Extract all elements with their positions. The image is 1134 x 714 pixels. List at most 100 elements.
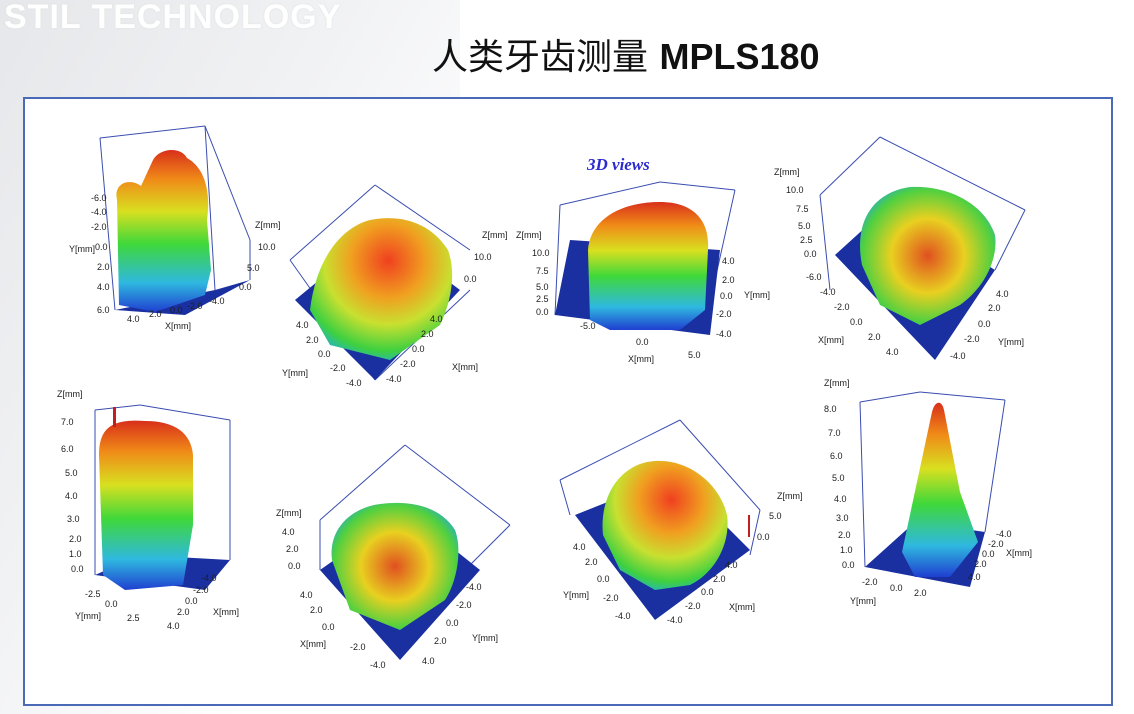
z-tick: 0.0	[804, 249, 817, 259]
tooth-surface	[588, 202, 709, 330]
y-tick: -4.0	[466, 582, 482, 592]
spike-mark	[113, 407, 116, 427]
y-tick: -2.0	[330, 363, 346, 373]
z-tick: 6.0	[830, 451, 843, 461]
x-tick: -2.0	[187, 301, 203, 311]
x-tick: 2.0	[149, 309, 162, 319]
title-model: MPLS180	[659, 36, 820, 77]
z-tick: 0.0	[239, 282, 252, 292]
y-tick: 0.0	[890, 583, 903, 593]
z-tick: 2.5	[800, 235, 813, 245]
axis-box	[819, 136, 1026, 291]
y-tick: -4.0	[615, 611, 631, 621]
y-tick: 2.0	[306, 335, 319, 345]
x-tick: -2.0	[685, 601, 701, 611]
z-tick: 2.0	[838, 530, 851, 540]
z-tick: 4.0	[282, 527, 295, 537]
y-tick: -2.0	[716, 309, 732, 319]
y-tick: 2.0	[434, 636, 447, 646]
y-tick: -6.0	[91, 193, 107, 203]
page-title: 人类牙齿测量 MPLS180	[432, 28, 820, 80]
x-tick: 4.0	[886, 347, 899, 357]
z-tick: 2.0	[69, 534, 82, 544]
tooth-plot-2: Z[mm] 10.0 0.0 Y[mm] 4.0 2.0 0.0 -2.0 -4…	[282, 184, 508, 388]
tooth-plot-8: Z[mm] 8.0 7.0 6.0 5.0 4.0 3.0 2.0 1.0 0.…	[824, 378, 1032, 606]
x-tick: -4.0	[370, 660, 386, 670]
tooth-surface	[99, 420, 193, 590]
x-axis-label: X[mm]	[628, 354, 654, 364]
x-tick: -2.0	[400, 359, 416, 369]
z-tick: 7.0	[61, 417, 74, 427]
z-tick: 5.0	[769, 511, 782, 521]
z-tick: 7.5	[536, 266, 549, 276]
z-tick: 10.0	[532, 248, 550, 258]
z-tick: 0.0	[842, 560, 855, 570]
tooth-plot-5: Z[mm] 7.0 6.0 5.0 4.0 3.0 2.0 1.0 0.0 -2…	[57, 389, 239, 631]
z-axis-label: Z[mm]	[276, 508, 302, 518]
x-tick: 4.0	[968, 572, 981, 582]
z-tick: 8.0	[824, 404, 837, 414]
x-axis-label: X[mm]	[213, 607, 239, 617]
x-axis-label: X[mm]	[729, 602, 755, 612]
x-tick: -4.0	[386, 374, 402, 384]
x-axis-label: X[mm]	[1006, 548, 1032, 558]
tooth-surface	[602, 460, 728, 590]
y-tick: -4.0	[950, 351, 966, 361]
axis-box	[554, 181, 736, 316]
x-tick: 4.0	[127, 314, 140, 324]
x-tick: -5.0	[580, 321, 596, 331]
x-tick: 2.0	[177, 607, 190, 617]
z-axis-label: Z[mm]	[777, 491, 803, 501]
tooth-plot-7: Z[mm] 5.0 0.0 4.0 2.0 0.0 -2.0 -4.0 Y[mm…	[559, 419, 803, 625]
y-axis-label: Y[mm]	[563, 590, 589, 600]
y-tick: 4.0	[296, 320, 309, 330]
z-tick: 0.0	[71, 564, 84, 574]
z-tick: 2.5	[536, 294, 549, 304]
y-tick: 4.0	[722, 256, 735, 266]
tooth-surface	[331, 502, 459, 630]
x-axis-label: X[mm]	[452, 362, 478, 372]
y-axis-label: Y[mm]	[744, 290, 770, 300]
z-tick: 0.0	[464, 274, 477, 284]
axis-box	[99, 125, 251, 311]
x-tick: 2.0	[310, 605, 323, 615]
z-tick: 5.0	[536, 282, 549, 292]
y-axis-label: Y[mm]	[472, 633, 498, 643]
x-tick: -2.0	[350, 642, 366, 652]
y-tick: 4.0	[97, 282, 110, 292]
x-tick: -6.0	[806, 272, 822, 282]
x-tick: -2.0	[834, 302, 850, 312]
x-tick: 4.0	[725, 560, 738, 570]
z-axis-label: Z[mm]	[482, 230, 508, 240]
z-axis-label: Z[mm]	[824, 378, 850, 388]
tooth-surface	[902, 402, 978, 577]
tooth-plot-4: Z[mm] 10.0 7.5 5.0 2.5 0.0 -6.0 -4.0 -2.…	[774, 136, 1026, 361]
y-axis-label: Y[mm]	[69, 244, 95, 254]
tooth-plot-1: Z[mm] 10.0 5.0 0.0 Y[mm] -6.0 -4.0 -2.0 …	[69, 125, 281, 331]
x-tick: 4.0	[167, 621, 180, 631]
z-tick: 3.0	[67, 514, 80, 524]
z-tick: 4.0	[65, 491, 78, 501]
x-tick: 0.0	[322, 622, 335, 632]
tooth-surface	[310, 218, 453, 360]
y-axis-label: Y[mm]	[998, 337, 1024, 347]
axis-box	[94, 404, 231, 575]
y-tick: 2.0	[585, 557, 598, 567]
y-tick: 0.0	[318, 349, 331, 359]
y-tick: -2.0	[964, 334, 980, 344]
x-axis-label: X[mm]	[165, 321, 191, 331]
y-tick: -2.5	[85, 589, 101, 599]
x-tick: 4.0	[430, 314, 443, 324]
y-tick: 0.0	[597, 574, 610, 584]
y-tick: -2.0	[862, 577, 878, 587]
x-axis-label: X[mm]	[818, 335, 844, 345]
y-axis-label: Y[mm]	[75, 611, 101, 621]
z-tick: 6.0	[61, 444, 74, 454]
z-tick: 4.0	[834, 494, 847, 504]
y-tick: -2.0	[456, 600, 472, 610]
y-tick: 2.0	[722, 275, 735, 285]
y-tick: 4.0	[422, 656, 435, 666]
y-tick: 0.0	[720, 291, 733, 301]
x-tick: -4.0	[820, 287, 836, 297]
x-tick: 0.0	[701, 587, 714, 597]
